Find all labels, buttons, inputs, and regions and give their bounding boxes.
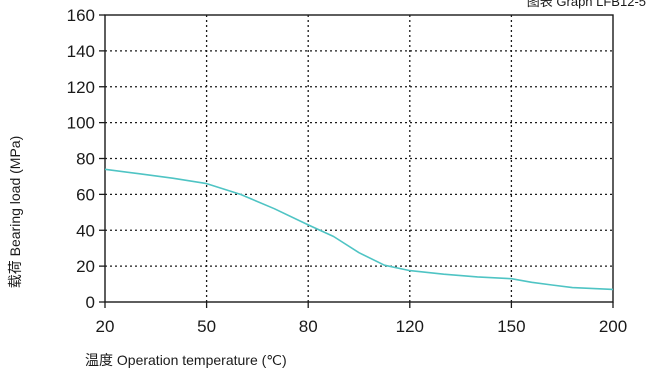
- y-tick-label: 60: [76, 185, 95, 204]
- y-tick-label: 80: [76, 150, 95, 169]
- x-tick-label: 200: [599, 317, 627, 336]
- x-tick-label: 20: [96, 317, 115, 336]
- y-tick-label: 40: [76, 221, 95, 240]
- x-axis-ticks: 20 50 80 120 150 200: [96, 302, 627, 336]
- y-axis-ticks: 0 20 40 60 80 100 120 140 160: [67, 6, 105, 312]
- series-line: [104, 168, 614, 291]
- y-axis-title: 载荷 Bearing load (MPa): [7, 136, 23, 289]
- x-tick-label: 150: [497, 317, 525, 336]
- y-tick-label: 0: [86, 293, 95, 312]
- x-tick-label: 120: [396, 317, 424, 336]
- y-tick-label: 120: [67, 78, 95, 97]
- x-tick-label: 50: [197, 317, 216, 336]
- y-tick-label: 140: [67, 42, 95, 61]
- x-tick-label: 80: [299, 317, 318, 336]
- grid-lines: [105, 15, 613, 302]
- chart-caption: 图表 Graph LFB12-5: [527, 0, 646, 9]
- y-tick-label: 20: [76, 257, 95, 276]
- y-tick-label: 160: [67, 6, 95, 25]
- y-tick-label: 100: [67, 114, 95, 133]
- x-axis-title: 温度 Operation temperature (℃): [85, 352, 287, 368]
